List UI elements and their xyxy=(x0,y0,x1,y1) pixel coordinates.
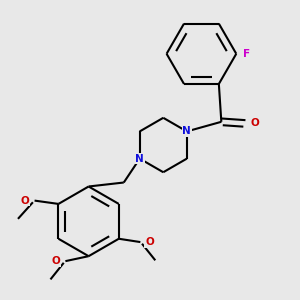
Text: O: O xyxy=(21,196,30,206)
Text: N: N xyxy=(135,154,144,164)
Text: N: N xyxy=(182,126,191,136)
Text: O: O xyxy=(145,237,154,247)
Text: O: O xyxy=(52,256,61,266)
Text: F: F xyxy=(243,49,250,59)
Text: O: O xyxy=(250,118,259,128)
